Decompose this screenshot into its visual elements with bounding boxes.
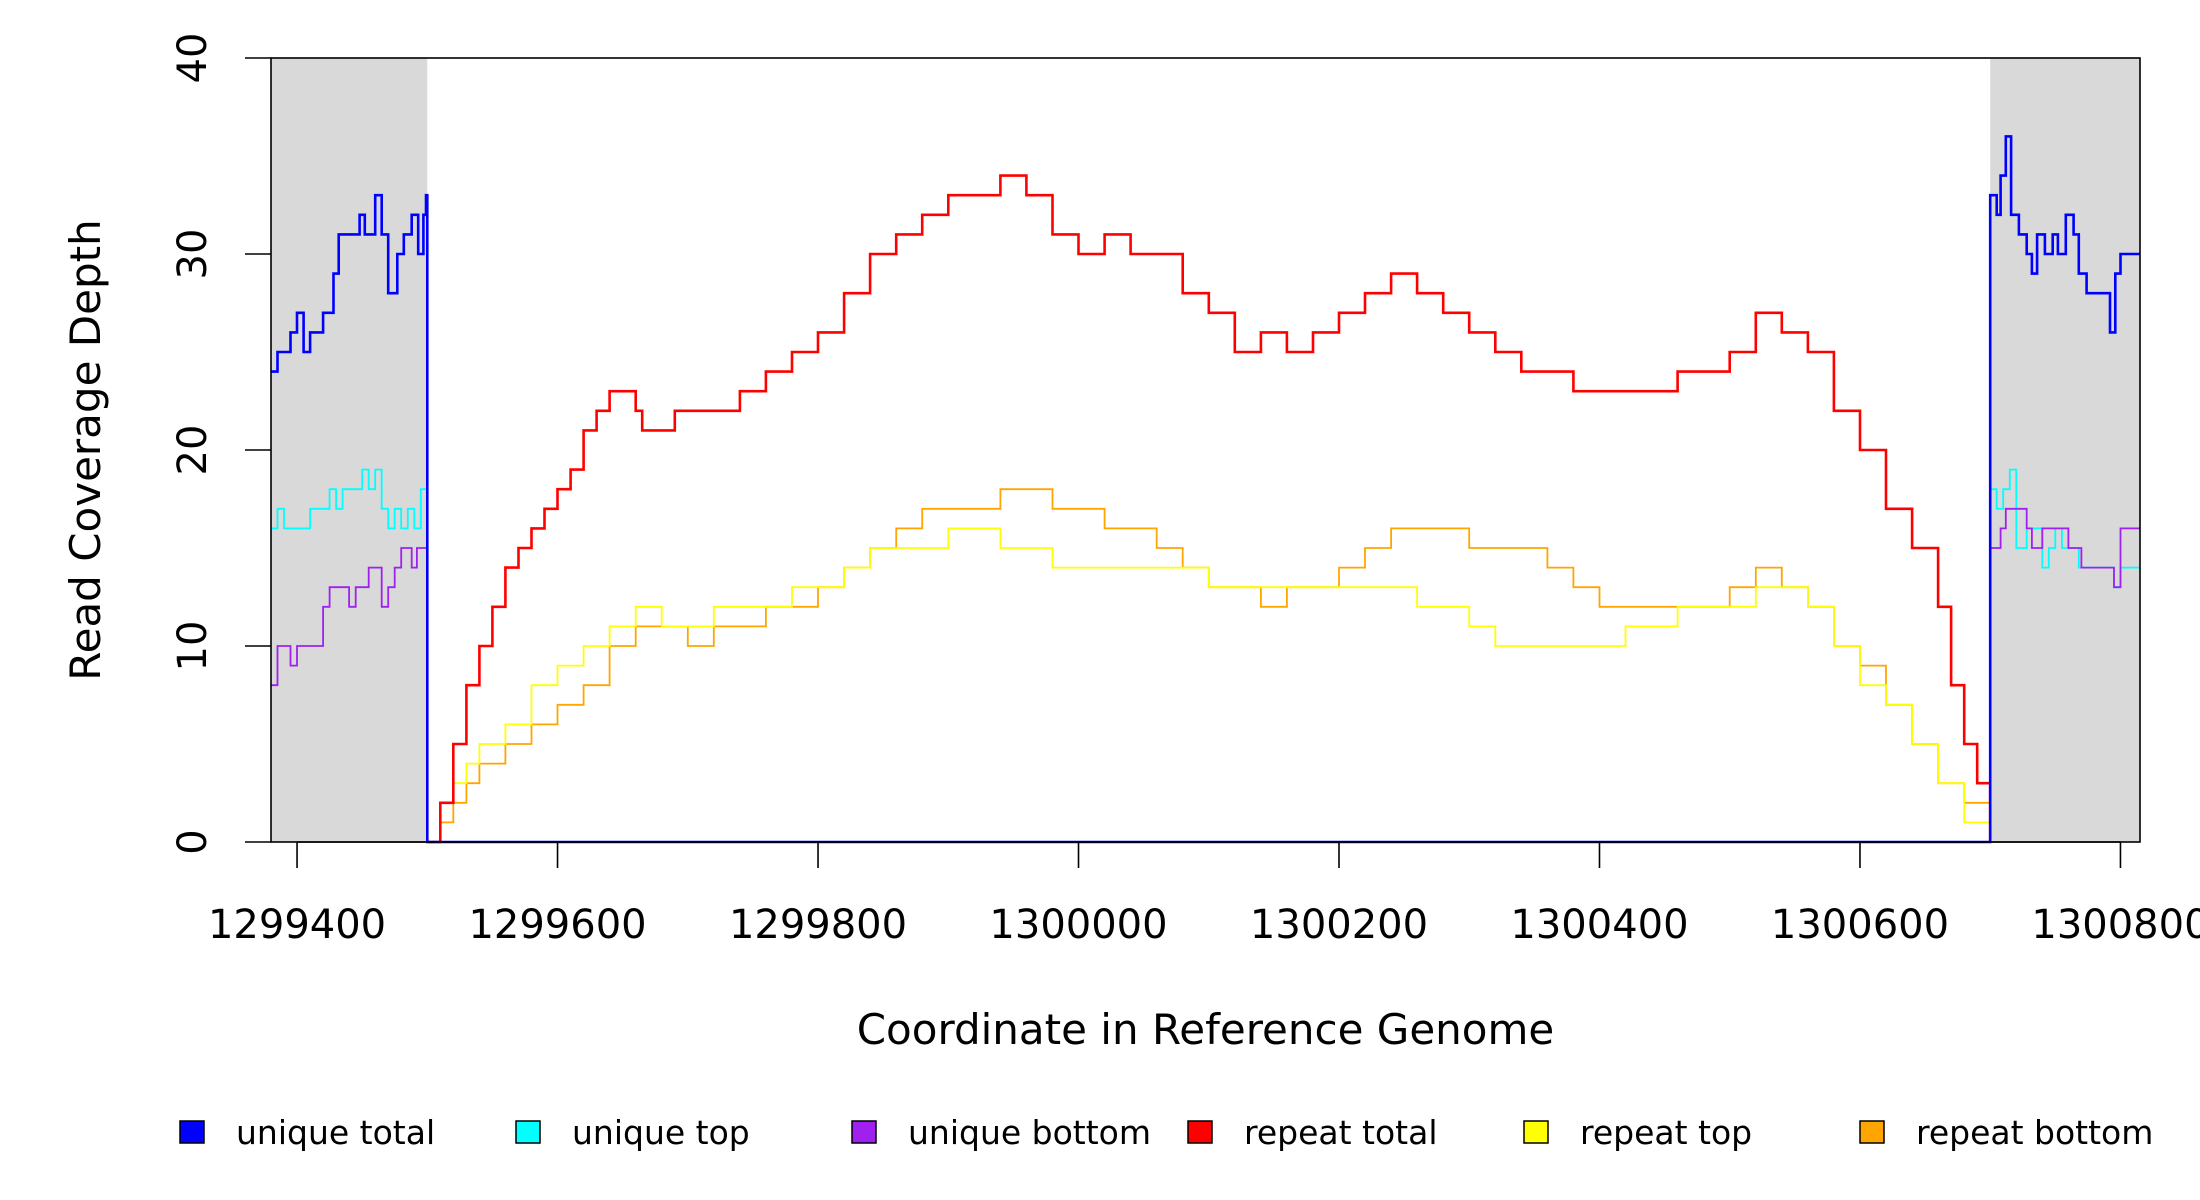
legend-swatch [515,1120,541,1144]
shaded-region-1 [1990,58,2140,842]
y-tick-label: 30 [170,229,216,280]
legend-item-repeat-top: repeat top [1523,1113,1752,1152]
x-tick-label: 1299800 [729,902,907,948]
y-tick-label: 0 [170,829,216,854]
y-axis: 0 10 20 30 40 [170,33,271,855]
legend-item-unique-total: unique total [179,1113,435,1152]
x-tick-label: 1300000 [989,902,1167,948]
y-tick-label: 20 [170,425,216,476]
x-tick-label: 1300400 [1510,902,1688,948]
series-line-repeat-total [427,174,1992,844]
y-tick-label: 40 [170,33,216,84]
legend-label: unique bottom [908,1113,1151,1152]
series-line-repeat-top [427,527,1992,843]
x-tick-label: 1300200 [1250,902,1428,948]
series-line-unique-bottom [271,507,2140,843]
legend-label: unique top [572,1113,750,1152]
legend-swatch [1523,1120,1549,1144]
y-tick-label: 10 [170,621,216,672]
x-tick-label: 1299400 [208,902,386,948]
legend-label: repeat top [1580,1113,1752,1152]
legend-swatch [1859,1120,1885,1144]
legend-label: repeat total [1244,1113,1438,1152]
series-line-repeat-bottom [427,488,1992,843]
y-axis-title: Read Coverage Depth [61,219,110,680]
series-line-unique-total [271,135,2140,844]
series-lines [271,135,2140,844]
x-tick-label: 1300600 [1771,902,1949,948]
x-axis-title: Coordinate in Reference Genome [857,1005,1555,1054]
x-tick-label: 1300800 [2031,902,2200,948]
legend-swatch [851,1120,877,1144]
legend-swatch [179,1120,205,1144]
x-axis: 1299400 1299600 1299800 1300000 1300200 13004… [208,841,2200,948]
legend-item-repeat-total: repeat total [1187,1113,1438,1152]
legend-label: unique total [236,1113,435,1152]
legend-swatch [1187,1120,1213,1144]
shaded-regions [271,58,2140,842]
shaded-region-0 [271,58,428,842]
legend-label: repeat bottom [1916,1113,2153,1152]
x-tick-label: 1299600 [468,902,646,948]
legend: unique total unique top unique bottom repea… [179,1113,2153,1152]
legend-item-repeat-bottom: repeat bottom [1859,1113,2153,1152]
legend-item-unique-top: unique top [515,1113,750,1152]
legend-item-unique-bottom: unique bottom [851,1113,1151,1152]
